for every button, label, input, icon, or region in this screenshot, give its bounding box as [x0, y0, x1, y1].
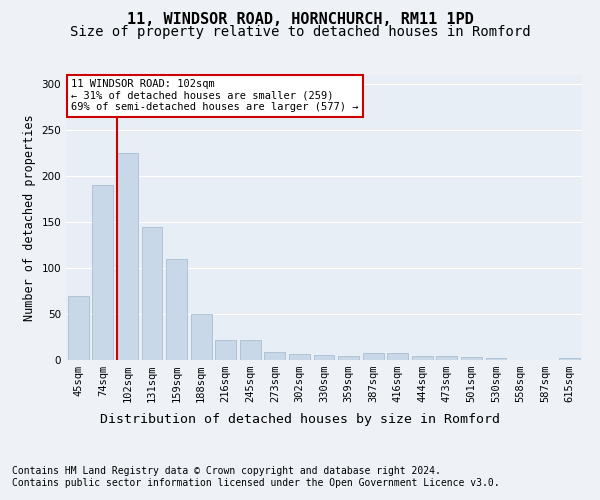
Bar: [559, 358, 580, 360]
Bar: [387, 352, 408, 360]
Bar: [240, 340, 261, 360]
Text: 11, WINDSOR ROAD, HORNCHURCH, RM11 1PD: 11, WINDSOR ROAD, HORNCHURCH, RM11 1PD: [127, 12, 473, 28]
Bar: [117, 153, 138, 360]
Bar: [461, 357, 482, 360]
Bar: [314, 356, 334, 360]
Text: Contains public sector information licensed under the Open Government Licence v3: Contains public sector information licen…: [12, 478, 500, 488]
Bar: [412, 356, 433, 360]
Bar: [215, 340, 236, 360]
Bar: [485, 358, 506, 360]
Bar: [265, 352, 286, 360]
Bar: [68, 296, 89, 360]
Text: 11 WINDSOR ROAD: 102sqm
← 31% of detached houses are smaller (259)
69% of semi-d: 11 WINDSOR ROAD: 102sqm ← 31% of detache…: [71, 80, 359, 112]
Bar: [289, 354, 310, 360]
Text: Distribution of detached houses by size in Romford: Distribution of detached houses by size …: [100, 412, 500, 426]
Text: Contains HM Land Registry data © Crown copyright and database right 2024.: Contains HM Land Registry data © Crown c…: [12, 466, 441, 476]
Bar: [436, 356, 457, 360]
Bar: [92, 186, 113, 360]
Bar: [142, 226, 163, 360]
Y-axis label: Number of detached properties: Number of detached properties: [23, 114, 36, 321]
Bar: [166, 259, 187, 360]
Text: Size of property relative to detached houses in Romford: Size of property relative to detached ho…: [70, 25, 530, 39]
Bar: [338, 356, 359, 360]
Bar: [362, 352, 383, 360]
Bar: [191, 314, 212, 360]
